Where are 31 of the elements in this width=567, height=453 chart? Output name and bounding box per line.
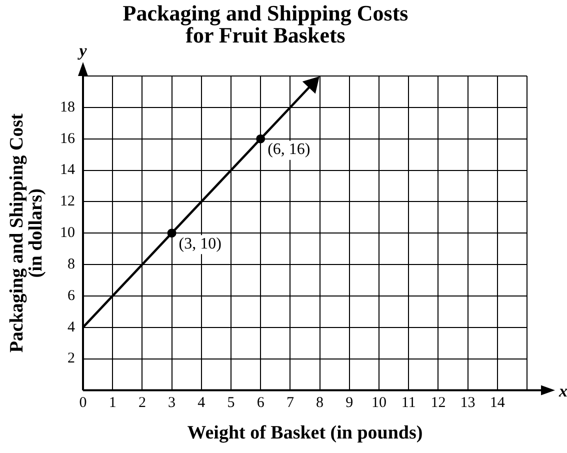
x-tick-label: 7 [286,395,294,412]
text: y [77,40,88,60]
y-tick-label: 8 [68,256,75,272]
x-tick-label: 14 [490,395,506,412]
annotation: (6, 16) [268,141,310,158]
x-tick-label: 10 [372,395,386,412]
x-tick-label: 5 [227,395,235,412]
x-tick-label: 4 [198,395,206,412]
x-tick-label: 11 [401,395,416,412]
y-tick-label: 2 [68,350,75,367]
x-tick-label: 13 [460,395,476,412]
y-tick-label: 18 [60,99,75,116]
y-tick-label: 6 [68,288,76,304]
x-tick-label: 0 [79,395,87,412]
x-tick-label: 3 [168,395,176,412]
x-tick-label: 8 [316,395,324,412]
x-tick-label: 1 [108,395,116,412]
y-tick-label: 4 [68,319,76,336]
y-tick-label: 10 [60,225,75,242]
x-tick-label: 6 [256,395,265,412]
y-tick-label: 14 [60,162,76,178]
y-tick-label: 16 [60,130,76,147]
x-tick-label: 12 [430,395,446,412]
y-axis-title: Packaging and Shipping Cost (in dollars) [6,112,46,353]
chart-title: Packaging and Shipping Costs for Fruit Baskets [122,0,409,48]
x-tick-label: 9 [346,395,354,412]
x-axis-title: Weight of Basket (in pounds) [187,422,423,444]
text: x [558,382,567,401]
x-tick-label: 2 [138,395,146,412]
annotation: (3, 10) [178,235,222,252]
y-tick-label: 12 [60,194,75,210]
